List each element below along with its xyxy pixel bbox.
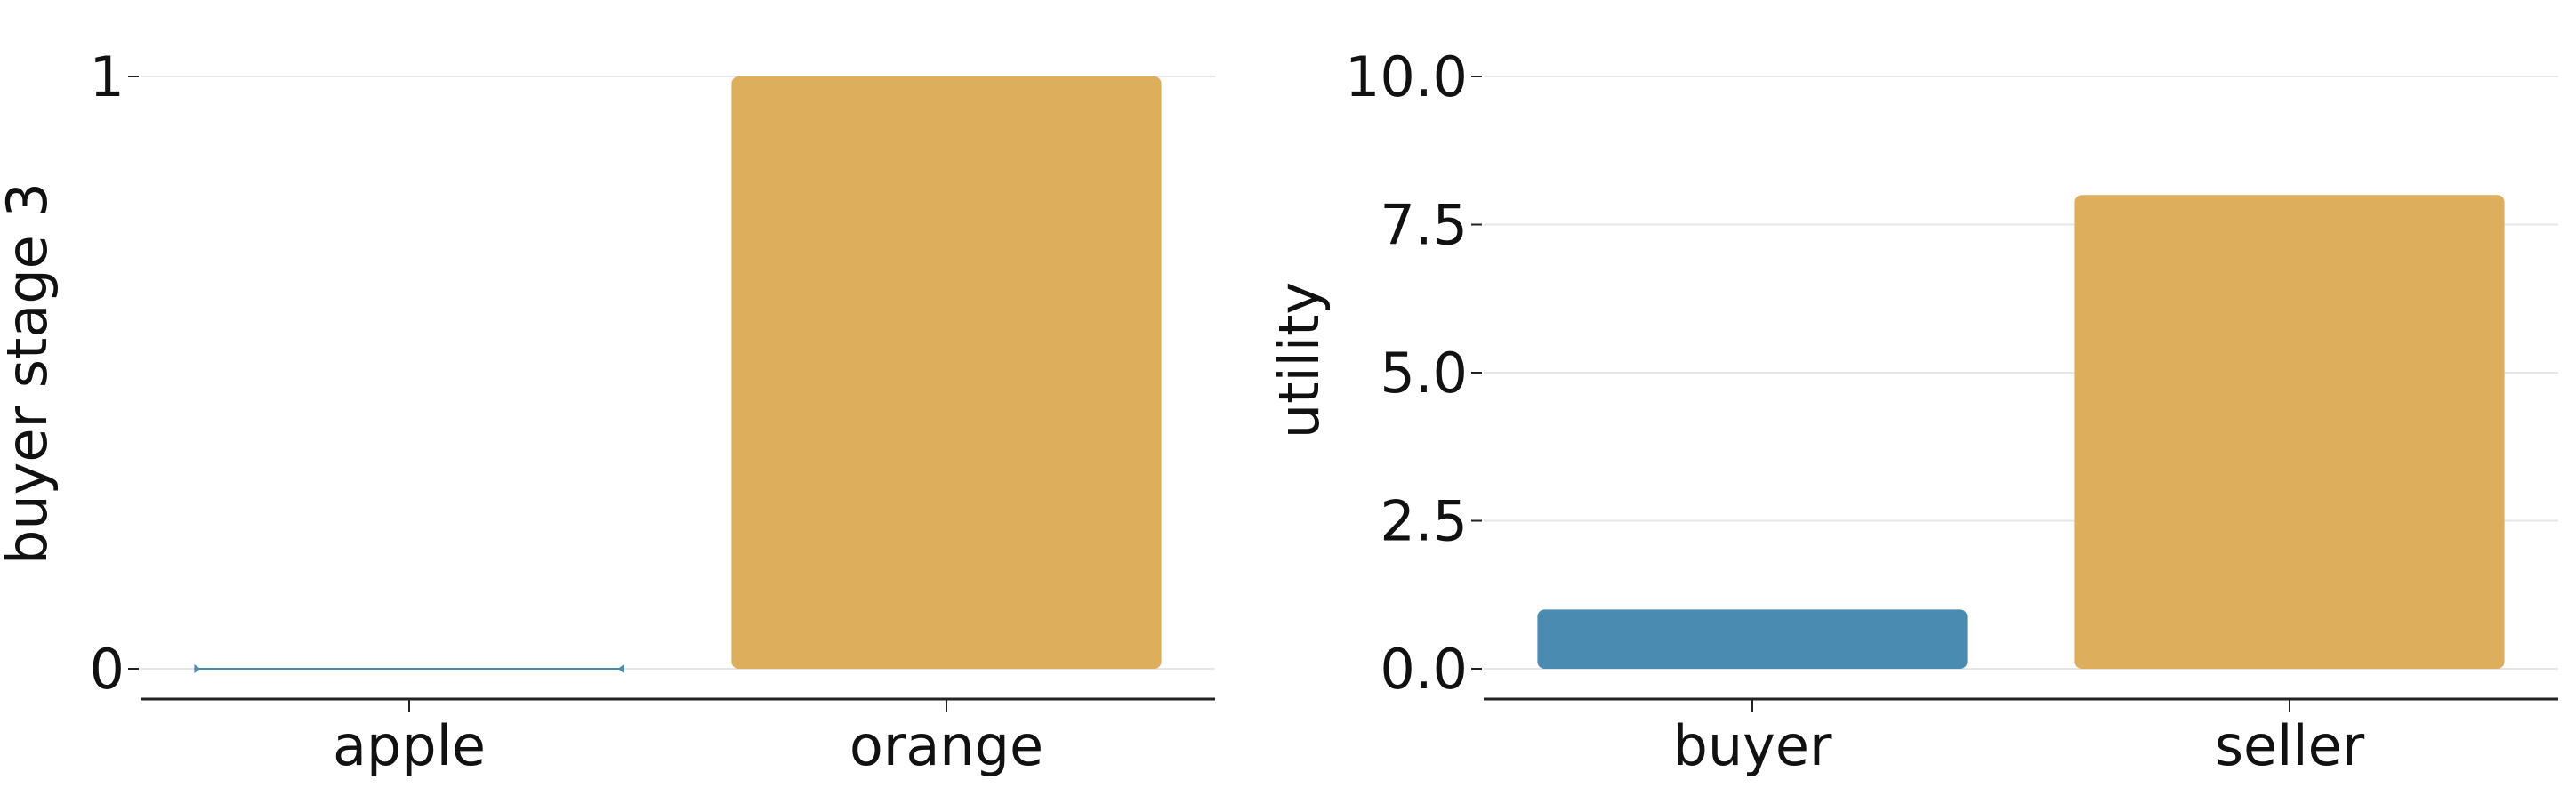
y-tick-label: 7.5 (1380, 193, 1468, 258)
x-category-label: seller (2215, 713, 2365, 778)
y-tick-label: 1 (90, 44, 125, 109)
x-category-label: buyer (1673, 713, 1832, 778)
y-tick-label: 0 (90, 637, 125, 702)
chart-panel-left: 0 1 apple orange buyer stage 3 (0, 44, 1215, 778)
bar-seller (2074, 195, 2505, 669)
bar-orange (731, 76, 1162, 669)
bar-buyer (1537, 609, 1968, 669)
y-tick-label: 0.0 (1380, 637, 1468, 702)
bar-cap-icon (617, 664, 624, 673)
y-tick-label: 5.0 (1380, 341, 1468, 406)
y-tick-label: 2.5 (1380, 489, 1468, 554)
chart-panel-right: 0.0 2.5 5.0 7.5 10.0 buyer seller utility (1267, 44, 2558, 778)
y-tick-label: 10.0 (1345, 44, 1468, 109)
bar-cap-icon (194, 664, 201, 673)
x-category-label: orange (849, 713, 1043, 778)
y-axis-title: utility (1267, 282, 1332, 438)
x-category-label: apple (333, 713, 486, 778)
y-axis-title: buyer stage 3 (0, 182, 60, 565)
